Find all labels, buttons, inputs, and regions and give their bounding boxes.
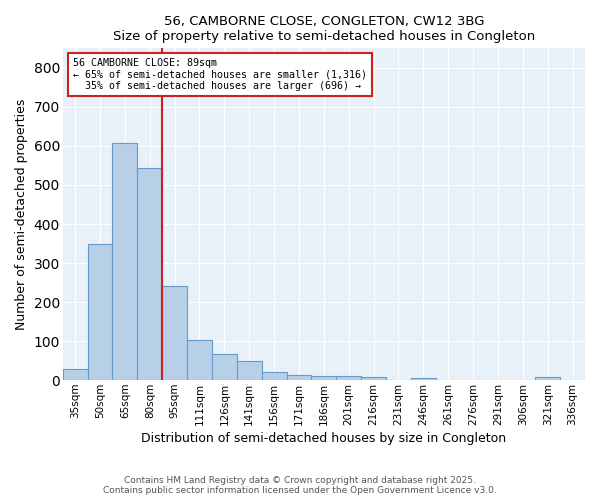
- Bar: [361, 378, 386, 380]
- Bar: [162, 286, 187, 380]
- Bar: [187, 340, 212, 380]
- Title: 56, CAMBORNE CLOSE, CONGLETON, CW12 3BG
Size of property relative to semi-detach: 56, CAMBORNE CLOSE, CONGLETON, CW12 3BG …: [113, 15, 535, 43]
- Text: 56 CAMBORNE CLOSE: 89sqm
← 65% of semi-detached houses are smaller (1,316)
  35%: 56 CAMBORNE CLOSE: 89sqm ← 65% of semi-d…: [73, 58, 367, 92]
- Bar: [411, 378, 436, 380]
- Bar: [311, 376, 336, 380]
- Bar: [112, 143, 137, 380]
- Bar: [88, 244, 112, 380]
- Bar: [137, 168, 162, 380]
- Bar: [212, 354, 237, 380]
- Bar: [336, 376, 361, 380]
- Text: Contains HM Land Registry data © Crown copyright and database right 2025.
Contai: Contains HM Land Registry data © Crown c…: [103, 476, 497, 495]
- X-axis label: Distribution of semi-detached houses by size in Congleton: Distribution of semi-detached houses by …: [141, 432, 506, 445]
- Bar: [237, 362, 262, 380]
- Bar: [262, 372, 287, 380]
- Bar: [535, 377, 560, 380]
- Y-axis label: Number of semi-detached properties: Number of semi-detached properties: [15, 98, 28, 330]
- Bar: [63, 369, 88, 380]
- Bar: [287, 374, 311, 380]
